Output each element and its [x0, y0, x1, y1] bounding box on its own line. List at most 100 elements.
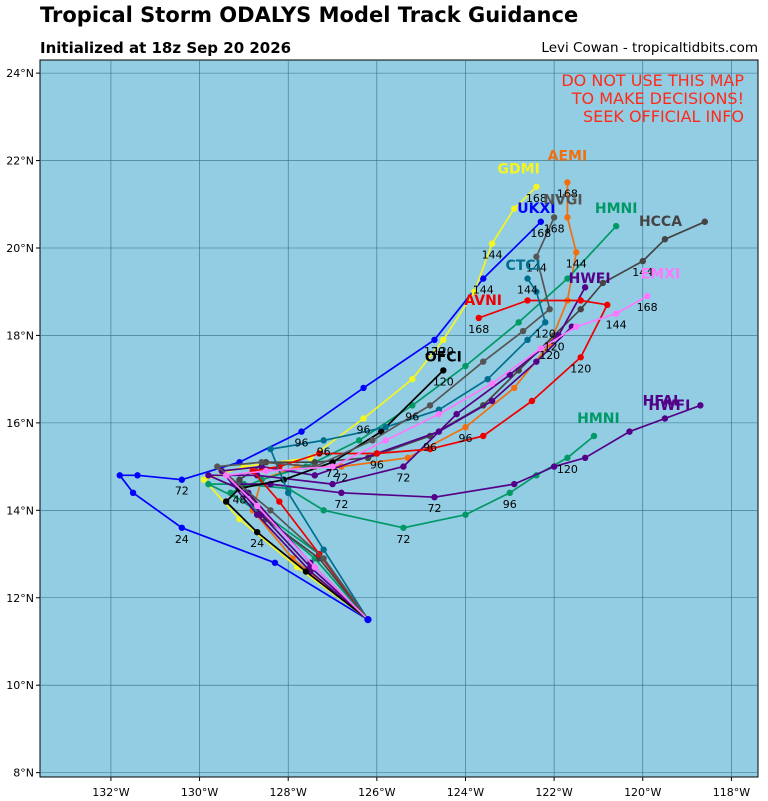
track-point-hwfi — [338, 489, 345, 497]
axis-tick-labels: 132°W 130°W 128°W 126°W 124°W 122°W 120°W 118°W… — [6, 67, 750, 799]
track-point-hmni — [564, 454, 571, 462]
forecast-hour-label: 120 — [544, 340, 565, 353]
lat-tick-label: 24°N — [6, 67, 34, 80]
track-point-ofci — [222, 498, 230, 505]
model-name-hwfi: HWFI — [569, 271, 611, 287]
ocean-area — [39, 59, 759, 778]
track-point-ctci — [267, 445, 274, 453]
track-point-hmni — [462, 511, 469, 518]
track-point-emxi — [262, 467, 270, 475]
forecast-hour-label: 72 — [326, 467, 340, 480]
model-name-avni: AVNI — [464, 293, 502, 309]
track-point-hcca — [599, 279, 607, 287]
forecast-hour-label: 96 — [423, 441, 437, 454]
lat-tick-label: 20°N — [6, 242, 34, 255]
forecast-hour-label: 48 — [232, 493, 246, 506]
model-name-hmni: HMNI — [577, 411, 620, 427]
track-point-hwfi — [581, 454, 589, 462]
credit-line: Levi Cowan - tropicaltidbits.com — [541, 40, 758, 56]
forecast-hour-label: 72 — [427, 502, 441, 515]
track-point-nvgi — [258, 459, 265, 466]
track-point-ukxi — [431, 336, 438, 344]
track-point-avni — [426, 445, 434, 453]
forecast-hour-label: 24 — [175, 533, 189, 546]
model-name-hfai: HFAI — [643, 393, 679, 409]
forecast-hour-label: 144 — [473, 284, 494, 297]
forecast-hour-label: 120 — [570, 362, 591, 375]
forecast-hour-label: 144 — [632, 266, 653, 279]
track-point-emxi — [537, 345, 545, 352]
lat-tick-label: 18°N — [6, 329, 34, 342]
forecast-hour-label: 72 — [396, 533, 410, 546]
track-point-nvgi — [546, 306, 553, 313]
lat-tick-label: 22°N — [6, 155, 34, 168]
track-point-ofci — [253, 528, 261, 536]
track-point-gdmi — [440, 336, 447, 344]
lon-tick-label: 132°W — [92, 786, 129, 799]
forecast-hour-label: 96 — [317, 445, 331, 458]
track-point-ukxi — [178, 524, 186, 531]
forecast-hour-label: 120 — [535, 327, 556, 340]
forecast-hour-label: 96 — [503, 498, 517, 511]
track-layer — [116, 179, 709, 624]
track-point-hmni — [320, 507, 327, 514]
track-point-ukxi — [480, 275, 487, 282]
forecast-hour-label: 96 — [458, 432, 472, 445]
track-point-avni — [475, 314, 482, 322]
lat-tick-label: 16°N — [6, 417, 34, 430]
track-point-hwfi — [626, 428, 633, 435]
forecast-hour-label: 168 — [557, 187, 578, 200]
track-point-hcca — [311, 459, 318, 466]
forecast-hour-label: 168 — [526, 192, 547, 205]
lon-tick-label: 120°W — [624, 786, 661, 799]
track-point-ukxi — [537, 218, 545, 225]
track-point-hmni — [612, 222, 620, 230]
forecast-hour-label: 24 — [250, 537, 264, 550]
track-point-nvgi — [267, 507, 274, 514]
track-point-hmni — [564, 275, 571, 282]
track-point-hcca — [577, 306, 584, 313]
track-point-ctci — [435, 406, 443, 413]
track-point-hwfi — [506, 371, 514, 378]
track-point-ukxi — [298, 428, 305, 435]
warning-line-1: DO NOT USE THIS MAP — [561, 71, 744, 90]
track-point-nvgi — [519, 327, 527, 335]
track-point-ukxi — [116, 472, 123, 479]
track-point-hmni — [355, 437, 363, 444]
track-point-ukxi — [360, 384, 367, 392]
track-point-avni — [577, 297, 584, 304]
forecast-hour-label: 96 — [357, 424, 371, 437]
lon-tick-label: 122°W — [535, 786, 572, 799]
track-point-nvgi — [550, 214, 558, 221]
forecast-hour-label: 72 — [175, 485, 189, 498]
track-point-avni — [276, 498, 283, 505]
track-point-emxi — [612, 310, 620, 317]
track-point-gdmi — [471, 288, 478, 295]
track-point-aemi — [573, 249, 580, 256]
track-point-ofci — [302, 568, 310, 575]
model-name-hwfi: HWFI — [648, 398, 690, 414]
lon-tick-label: 126°W — [358, 786, 395, 799]
warning-line-3: SEEK OFFICIAL INFO — [583, 107, 744, 126]
track-point-hmni — [409, 402, 416, 409]
track-point-emxi — [329, 463, 336, 470]
track-line-ctci — [269, 278, 547, 621]
track-point-avni — [480, 432, 487, 440]
track-point-ctci — [284, 489, 292, 497]
track-point-avni — [373, 450, 381, 457]
model-name-emxi: EMXI — [641, 267, 681, 283]
track-point-hwfi — [329, 480, 336, 488]
forecast-hour-label: 144 — [566, 257, 587, 270]
lon-tick-label: 128°W — [270, 786, 307, 799]
track-point-hfai — [258, 463, 265, 470]
track-point-ctci — [524, 336, 531, 344]
track-point-hfai — [311, 472, 318, 479]
track-point-emxi — [253, 502, 261, 510]
track-point-ctci — [320, 437, 327, 444]
track-point-ctci — [382, 424, 389, 431]
track-point-avni — [577, 354, 584, 361]
track-point-hmni — [258, 476, 265, 483]
track-point-emxi — [488, 380, 496, 387]
model-name-ctci: CTCI — [505, 258, 540, 274]
